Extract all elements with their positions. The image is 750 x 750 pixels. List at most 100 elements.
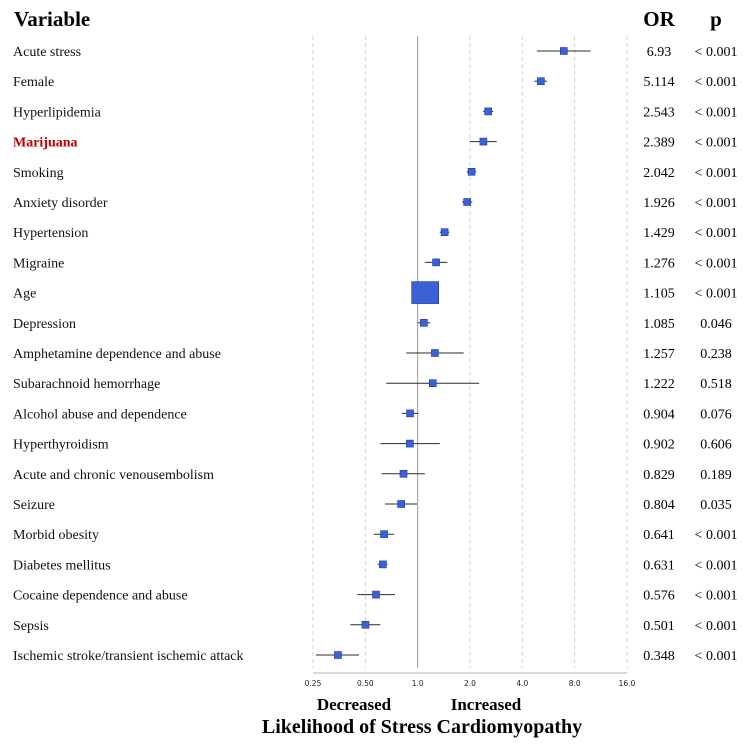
forest-row: Ischemic stroke/transient ischemic attac… (13, 649, 737, 664)
decreased-label: Decreased (317, 695, 392, 714)
forest-row: Smoking 2.042 < 0.001 (13, 166, 737, 181)
tick-label: 2.0 (464, 679, 476, 688)
p-value: < 0.001 (695, 105, 738, 120)
or-value: 1.222 (643, 377, 675, 392)
or-value: 2.042 (643, 166, 675, 181)
p-value: 0.518 (700, 377, 732, 392)
or-value: 1.926 (643, 196, 675, 211)
x-axis-title: Likelihood of Stress Cardiomyopathy (262, 716, 582, 738)
p-value: 0.076 (700, 407, 732, 422)
p-value: < 0.001 (695, 589, 738, 604)
or-value: 6.93 (647, 45, 672, 60)
or-value: 5.114 (644, 75, 675, 90)
point-estimate (560, 47, 568, 55)
forest-row: Hyperlipidemia 2.543 < 0.001 (13, 105, 737, 120)
or-value: 0.804 (643, 498, 675, 513)
row-label: Hyperlipidemia (13, 105, 102, 120)
point-estimate (420, 318, 428, 327)
point-estimate (429, 379, 437, 388)
forest-row: Migraine 1.276 < 0.001 (13, 256, 737, 271)
forest-row: Amphetamine dependence and abuse 1.257 0.2… (13, 347, 732, 362)
or-value: 2.543 (643, 105, 675, 120)
point-estimate (380, 530, 388, 539)
or-header: OR (643, 7, 675, 31)
or-value: 1.257 (643, 347, 675, 362)
row-label: Smoking (13, 166, 64, 181)
tick-label: 16.0 (619, 679, 636, 688)
tick-label: 1.0 (412, 679, 424, 688)
row-label: Age (13, 287, 36, 302)
p-value: < 0.001 (695, 619, 738, 634)
increased-label: Increased (451, 695, 522, 714)
row-label: Ischemic stroke/transient ischemic attac… (13, 649, 244, 664)
forest-row: Sepsis 0.501 < 0.001 (13, 619, 737, 634)
p-value: < 0.001 (695, 226, 738, 241)
forest-row: Marijuana 2.389 < 0.001 (13, 136, 737, 151)
point-estimate (431, 349, 439, 357)
row-label: Hyperthyroidism (13, 438, 109, 453)
point-estimate (397, 500, 405, 508)
row-label: Acute and chronic venousembolism (13, 468, 214, 483)
p-value: < 0.001 (695, 649, 738, 664)
p-value: < 0.001 (695, 166, 738, 181)
point-estimate (463, 198, 471, 206)
forest-row: Alcohol abuse and dependence 0.904 0.076 (13, 407, 732, 422)
or-value: 0.641 (643, 528, 675, 543)
row-label: Seizure (13, 498, 55, 513)
or-value: 2.389 (643, 136, 675, 151)
row-label: Migraine (13, 256, 64, 271)
point-estimate (406, 409, 414, 418)
p-value: 0.238 (700, 347, 732, 362)
row-label: Alcohol abuse and dependence (13, 407, 187, 422)
p-value: < 0.001 (695, 196, 738, 211)
or-value: 1.105 (643, 287, 675, 302)
p-value: < 0.001 (695, 45, 738, 60)
p-header: p (710, 7, 722, 31)
or-value: 0.576 (643, 589, 675, 604)
tick-label: 4.0 (516, 679, 528, 688)
point-estimate (411, 281, 440, 304)
x-axis: 0.25 0.50 1.0 2.0 4.0 8.0 16.0 (305, 672, 636, 688)
p-value: < 0.001 (695, 136, 738, 151)
point-estimate (406, 439, 414, 448)
p-value: < 0.001 (695, 558, 738, 573)
row-label: Subarachnoid hemorrhage (13, 377, 160, 392)
forest-row: Diabetes mellitus 0.631 < 0.001 (13, 558, 737, 573)
forest-rows: Acute stress 6.93 < 0.001 Female 5.114 < 0.00… (13, 45, 737, 664)
forest-row: Morbid obesity 0.641 < 0.001 (13, 528, 737, 543)
or-value: 1.085 (643, 317, 675, 332)
variable-header: Variable (14, 7, 90, 31)
row-label: Amphetamine dependence and abuse (13, 347, 221, 362)
point-estimate (537, 77, 545, 85)
forest-row: Subarachnoid hemorrhage 1.222 0.518 (13, 377, 732, 392)
p-value: < 0.001 (695, 256, 738, 271)
tick-label: 0.25 (305, 679, 322, 688)
p-value: 0.189 (700, 468, 732, 483)
point-estimate (361, 620, 370, 629)
or-value: 0.348 (643, 649, 675, 664)
row-label: Sepsis (13, 619, 49, 634)
row-label: Anxiety disorder (13, 196, 108, 211)
or-value: 0.902 (643, 438, 675, 453)
forest-row: Female 5.114 < 0.001 (13, 75, 737, 90)
tick-label: 0.50 (357, 679, 374, 688)
forest-row: Acute stress 6.93 < 0.001 (13, 45, 737, 60)
row-label: Marijuana (13, 136, 78, 151)
p-value: 0.606 (700, 438, 732, 453)
point-estimate (372, 590, 380, 599)
or-value: 0.904 (643, 407, 675, 422)
p-value: < 0.001 (695, 528, 738, 543)
point-estimate (379, 560, 387, 569)
tick-label: 8.0 (569, 679, 581, 688)
point-estimate (440, 228, 449, 236)
row-label: Female (13, 75, 54, 90)
p-value: 0.046 (700, 317, 732, 332)
row-label: Acute stress (13, 45, 81, 60)
gridlines (312, 36, 628, 668)
or-value: 0.829 (643, 468, 675, 483)
forest-row: Age 1.105 < 0.001 (13, 281, 737, 304)
point-estimate (467, 168, 476, 176)
point-estimate (334, 651, 342, 659)
p-value: < 0.001 (695, 75, 738, 90)
